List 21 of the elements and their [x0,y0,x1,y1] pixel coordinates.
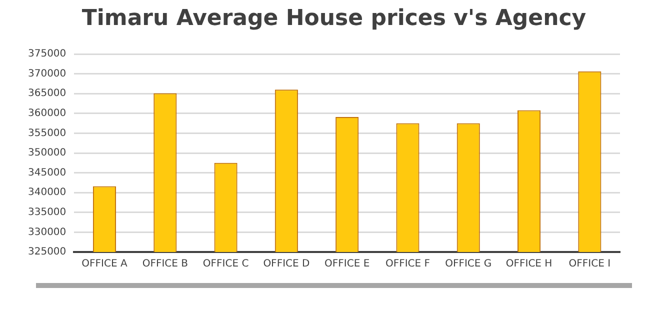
y-tick-label: 350000 [28,148,66,159]
y-tick-label: 375000 [28,48,66,60]
x-tick-label: OFFICE C [202,258,249,270]
y-tick-label: 335000 [28,206,66,218]
x-tick-label: OFFICE E [324,258,370,270]
x-tick-label: OFFICE F [385,258,430,270]
y-tick-label: 365000 [28,88,66,100]
y-tick-label: 355000 [28,128,66,139]
y-tick-label: 345000 [28,167,66,178]
y-tick-label: 370000 [28,68,66,80]
x-tick-label: OFFICE D [263,258,310,270]
y-tick-label: 360000 [28,108,66,119]
y-tick-label: 330000 [28,226,66,238]
x-tick-label: OFFICE A [82,258,128,270]
chart-title: Timaru Average House prices v's Agency [80,6,588,31]
x-tick-label: OFFICE B [142,258,188,270]
x-tick-label: OFFICE I [568,258,611,270]
y-tick-label: 340000 [28,187,66,198]
y-tick-label: 325000 [28,246,66,258]
x-tick-label: OFFICE H [506,258,552,270]
x-tick-label: OFFICE G [445,258,492,270]
